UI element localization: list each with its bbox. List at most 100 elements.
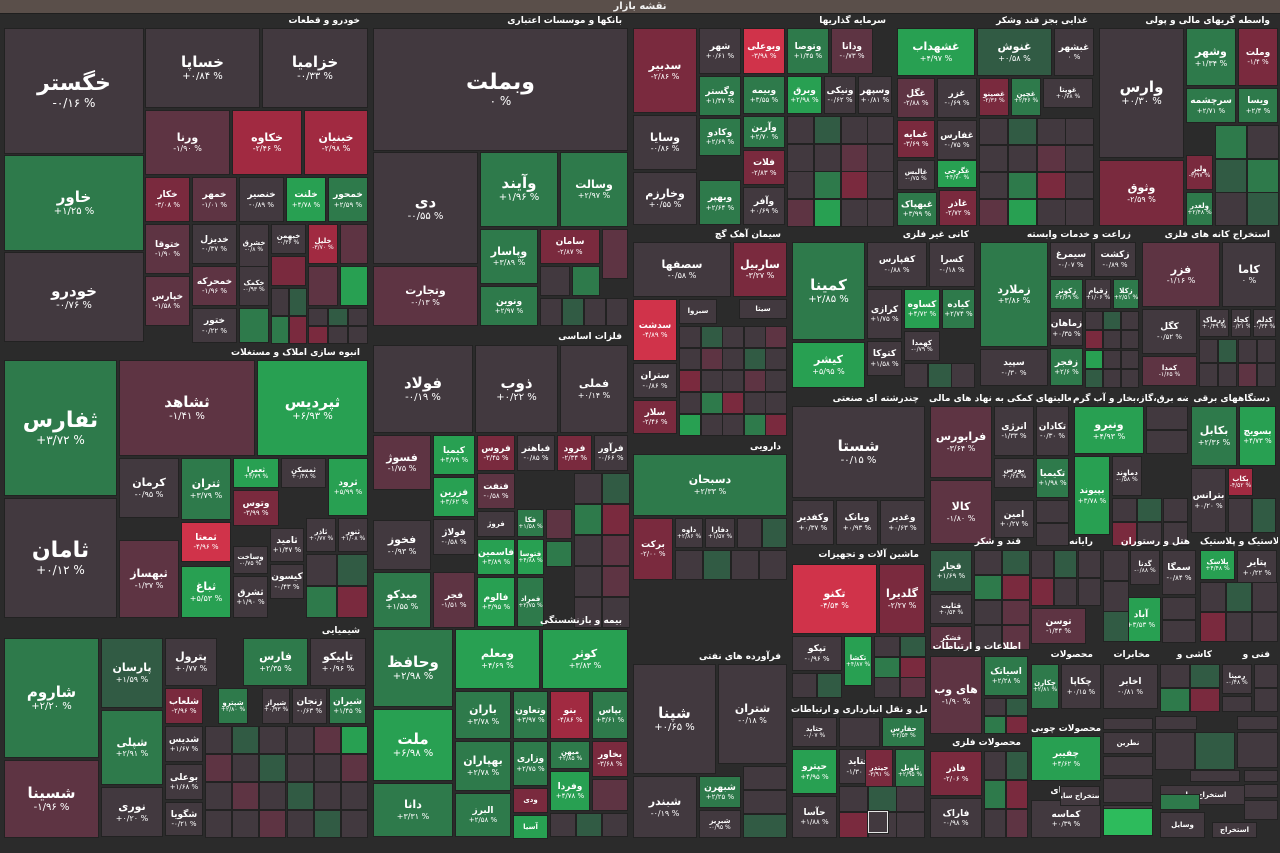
stock-tile-small[interactable] <box>984 751 1006 780</box>
stock-tile-small[interactable] <box>348 326 368 344</box>
stock-tile-unlabeled[interactable] <box>546 509 572 539</box>
stock-tile-small[interactable] <box>584 298 606 326</box>
stock-tile-small[interactable] <box>1257 363 1276 387</box>
stock-tile-small[interactable] <box>314 754 341 782</box>
stock-tile-small[interactable] <box>287 726 314 754</box>
stock-tile-small[interactable] <box>314 810 341 838</box>
stock-tile-small[interactable] <box>974 600 1002 625</box>
stock-tile[interactable]: ثعمرا +۴/۷۹ % <box>233 458 279 488</box>
stock-tile-small[interactable] <box>817 673 842 698</box>
stock-tile-small[interactable] <box>867 116 894 144</box>
stock-tile[interactable]: دفارا +۱/۵۷ % <box>705 518 735 548</box>
stock-tile[interactable]: ثپردیس +۶/۹۳ % <box>257 360 368 456</box>
stock-tile-small[interactable] <box>1085 350 1103 369</box>
stock-tile[interactable]: سدبیر -۲/۸۶ % <box>633 28 697 113</box>
stock-tile-small[interactable] <box>259 810 286 838</box>
stock-tile[interactable]: تکادان -۰/۳۰ % <box>1036 406 1069 456</box>
stock-tile[interactable]: شهر +۰/۶۱ % <box>699 28 741 74</box>
stock-tile[interactable]: ودانا -۰/۷۳ % <box>831 28 873 74</box>
stock-tile-small[interactable] <box>259 754 286 782</box>
stock-tile-small[interactable] <box>328 326 348 344</box>
stock-tile-small[interactable] <box>744 326 766 348</box>
stock-tile[interactable]: نوری +۰/۲۰ % <box>101 787 163 837</box>
stock-tile[interactable]: دماوند -۰/۵۸ % <box>1112 456 1142 496</box>
stock-tile[interactable]: وشهر +۱/۳۴ % <box>1186 28 1236 86</box>
stock-tile[interactable]: شسینا -۱/۹۶ % <box>4 760 99 838</box>
stock-tile[interactable]: بپیوند +۳/۷۸ % <box>1074 456 1110 535</box>
stock-tile[interactable]: استخراج سایر <box>1060 786 1100 806</box>
stock-tile-small[interactable] <box>814 199 841 227</box>
stock-tile[interactable]: بترانس +۰/۲۰ % <box>1191 468 1226 533</box>
stock-tile-small[interactable] <box>1065 199 1094 226</box>
stock-tile[interactable]: بورس +۰/۲۸ % <box>994 458 1034 488</box>
stock-tile[interactable]: اسیاتک +۲/۲۸ % <box>984 656 1028 696</box>
stock-tile-small[interactable] <box>722 392 744 414</box>
stock-tile[interactable]: ستران -۰/۸۶ % <box>633 363 677 398</box>
stock-tile[interactable]: ثتران +۳/۷۹ % <box>181 458 231 520</box>
stock-tile[interactable]: ثاذر +۰/۷۷ % <box>306 518 336 552</box>
stock-tile[interactable]: وتعاون +۳/۹۷ % <box>513 691 548 739</box>
stock-tile[interactable]: وآیند +۱/۹۶ % <box>480 152 558 227</box>
stock-tile[interactable]: خاور +۱/۲۵ % <box>4 155 144 251</box>
stock-tile[interactable]: پترول +۰/۷۷ % <box>165 638 217 686</box>
stock-tile-unlabeled[interactable] <box>540 266 570 296</box>
stock-tile-small[interactable] <box>1103 311 1121 330</box>
stock-tile[interactable]: ثبهساز -۱/۳۷ % <box>119 540 179 618</box>
stock-tile-small[interactable] <box>703 550 731 580</box>
stock-tile[interactable]: زملارد +۳/۸۶ % <box>980 242 1048 347</box>
stock-tile[interactable]: دی -۰/۵۵ % <box>373 152 478 264</box>
stock-tile-small[interactable] <box>722 326 744 348</box>
stock-tile[interactable]: اخابر -۰/۸۱ % <box>1103 664 1158 709</box>
stock-tile-small[interactable] <box>314 782 341 810</box>
stock-tile-small[interactable] <box>1036 523 1069 546</box>
stock-tile[interactable]: چکارن +۲/۸۱ % <box>1031 664 1059 709</box>
stock-tile-small[interactable] <box>602 535 630 566</box>
stock-tile-small[interactable] <box>308 308 328 326</box>
stock-tile-small[interactable] <box>287 754 314 782</box>
stock-tile-small[interactable] <box>1121 369 1139 388</box>
stock-tile-small[interactable] <box>900 636 926 657</box>
stock-tile[interactable]: بهپاران +۲/۷۸ % <box>455 741 511 791</box>
stock-tile-small[interactable] <box>1146 406 1188 430</box>
stock-tile[interactable]: فسوژ -۱/۷۵ % <box>373 435 431 490</box>
stock-tile[interactable]: فرآور -۰/۶۶ % <box>594 435 628 471</box>
stock-tile[interactable]: فارس +۲/۳۵ % <box>243 638 308 686</box>
stock-tile[interactable]: تکشا +۴/۸۷ % <box>844 636 872 686</box>
stock-tile-small[interactable] <box>1257 339 1276 363</box>
stock-tile[interactable]: فروس -۳/۴۵ % <box>477 435 515 471</box>
stock-tile[interactable]: کهمدا -۰/۷۹ % <box>904 331 940 361</box>
stock-tile-small[interactable] <box>1008 118 1037 145</box>
stock-tile-small[interactable] <box>232 726 259 754</box>
stock-tile-small[interactable] <box>701 326 723 348</box>
stock-tile[interactable]: سیتا <box>739 299 787 319</box>
stock-tile[interactable]: خودرو -۰/۷۶ % <box>4 252 144 342</box>
stock-tile-small[interactable] <box>287 810 314 838</box>
stock-tile-small[interactable] <box>896 786 925 812</box>
stock-tile[interactable]: شپلی +۲/۹۱ % <box>101 710 163 785</box>
stock-tile-small[interactable] <box>1002 625 1030 650</box>
stock-tile-small[interactable] <box>679 370 701 392</box>
stock-tile[interactable]: خنصیر -۰/۸۹ % <box>239 177 284 222</box>
stock-tile[interactable]: ونیرو +۴/۹۳ % <box>1074 406 1144 454</box>
stock-tile[interactable]: بپاس +۳/۶۱ % <box>592 691 628 739</box>
stock-tile[interactable]: البرز +۲/۵۸ % <box>455 793 511 837</box>
stock-tile-small[interactable] <box>744 370 766 392</box>
stock-tile[interactable]: ملت +۶/۹۸ % <box>373 709 453 781</box>
stock-tile-small[interactable] <box>765 414 787 436</box>
stock-tile-small[interactable] <box>574 597 602 628</box>
stock-tile-small[interactable] <box>574 473 602 504</box>
stock-tile-small[interactable] <box>574 535 602 566</box>
stock-tile[interactable]: سصفها -۰/۵۸ % <box>633 242 731 297</box>
stock-tile[interactable]: وگستر +۱/۴۷ % <box>699 76 741 116</box>
stock-tile-small[interactable] <box>1226 582 1252 612</box>
stock-tile[interactable]: دانا +۳/۳۱ % <box>373 783 453 837</box>
stock-tile[interactable]: ساربیل -۳/۲۷ % <box>733 242 787 297</box>
stock-tile-small[interactable] <box>1065 172 1094 199</box>
stock-tile-small[interactable] <box>1008 145 1037 172</box>
stock-tile[interactable]: وبهپر +۲/۶۴ % <box>699 180 741 225</box>
stock-tile-small[interactable] <box>1103 611 1129 642</box>
stock-tile[interactable]: شگویا -۰/۲۱ % <box>165 802 203 836</box>
stock-tile-small[interactable] <box>1254 664 1278 688</box>
stock-tile[interactable]: حآسا +۱/۸۸ % <box>792 796 837 838</box>
stock-tile[interactable]: ثمعتا -۴/۹۶ % <box>181 522 231 562</box>
